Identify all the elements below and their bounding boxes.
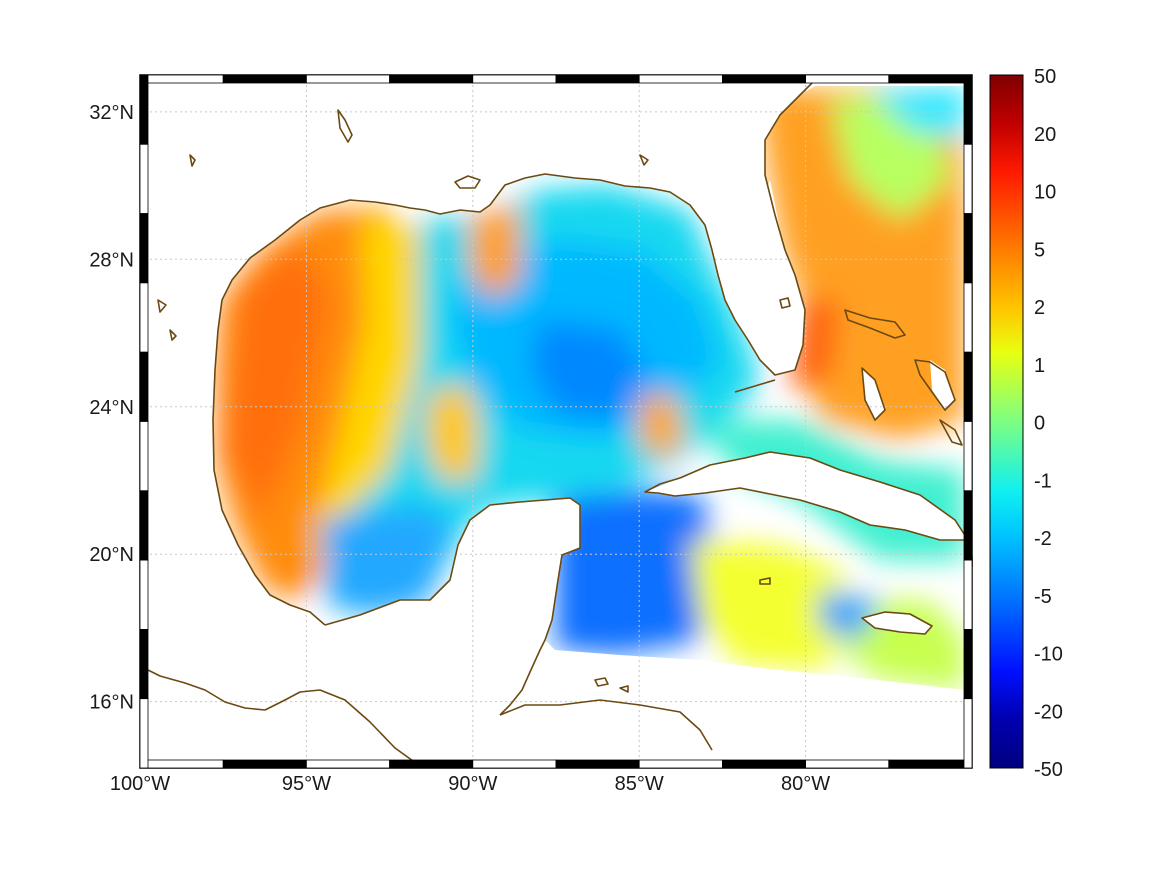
colorbar-tick-label: 0 bbox=[1034, 413, 1045, 435]
lat-tick-label: 28°N bbox=[89, 249, 134, 271]
frame-segment-bottom bbox=[638, 759, 723, 769]
frame-segment-top bbox=[805, 74, 890, 84]
map-frame-ticks bbox=[139, 74, 973, 769]
frame-segment-right bbox=[963, 351, 973, 422]
lon-tick-label: 85°W bbox=[615, 773, 664, 795]
ocean-field bbox=[140, 75, 972, 768]
colorbar-tick-label: 5 bbox=[1034, 239, 1045, 261]
frame-segment-left bbox=[139, 143, 149, 215]
map-plot-area bbox=[139, 74, 973, 769]
colorbar-ramp bbox=[989, 74, 1024, 769]
frame-segment-left bbox=[139, 698, 149, 769]
frame-segment-left bbox=[139, 213, 149, 284]
colorbar-tick-label: -50 bbox=[1034, 759, 1063, 781]
frame-segment-top bbox=[139, 74, 224, 84]
frame-segment-right bbox=[963, 698, 973, 769]
frame-segment-right bbox=[963, 490, 973, 561]
frame-segment-bottom bbox=[888, 759, 973, 769]
frame-segment-left bbox=[139, 490, 149, 561]
colorbar-tick-label: 10 bbox=[1034, 182, 1056, 204]
colorbar-tick-label: 2 bbox=[1034, 297, 1045, 319]
frame-segment-right bbox=[963, 213, 973, 284]
longitude-axis: 100°W 95°W 90°W 85°W 80°W bbox=[110, 773, 830, 795]
colorbar-tick-label: 1 bbox=[1034, 355, 1045, 377]
frame-segment-right bbox=[963, 282, 973, 353]
frame-segment-bottom bbox=[139, 759, 224, 769]
frame-segment-bottom bbox=[222, 759, 307, 769]
frame-segment-right bbox=[963, 559, 973, 630]
lon-tick-label: 80°W bbox=[781, 773, 830, 795]
colorbar-tick-label: 20 bbox=[1034, 124, 1056, 146]
map-grid bbox=[140, 75, 972, 768]
lat-tick-label: 20°N bbox=[89, 544, 134, 566]
colorbar-tick-label: 50 bbox=[1034, 66, 1056, 88]
lon-tick-label: 95°W bbox=[282, 773, 331, 795]
lat-tick-label: 24°N bbox=[89, 397, 134, 419]
frame-segment-left bbox=[139, 559, 149, 630]
colorbar-tick-label: -20 bbox=[1034, 701, 1063, 723]
lat-tick-label: 32°N bbox=[89, 102, 134, 124]
lon-tick-label: 100°W bbox=[110, 773, 170, 795]
latitude-axis: 32°N 28°N 24°N 20°N 16°N bbox=[89, 102, 134, 714]
frame-segment-bottom bbox=[555, 759, 640, 769]
colorbar-tick-label: -5 bbox=[1034, 586, 1052, 608]
frame-segment-bottom bbox=[305, 759, 390, 769]
frame-segment-left bbox=[139, 351, 149, 422]
frame-segment-top bbox=[222, 74, 307, 84]
frame-segment-right bbox=[963, 629, 973, 700]
frame-segment-bottom bbox=[722, 759, 807, 769]
colorbar-tick-label: -2 bbox=[1034, 528, 1052, 550]
frame-segment-right bbox=[963, 421, 973, 492]
frame-segment-top bbox=[722, 74, 807, 84]
frame-segment-left bbox=[139, 629, 149, 700]
frame-segment-right bbox=[963, 143, 973, 215]
lon-tick-label: 90°W bbox=[448, 773, 497, 795]
frame-segment-top bbox=[888, 74, 973, 84]
colorbar-tick-label: -10 bbox=[1034, 644, 1063, 666]
frame-segment-bottom bbox=[472, 759, 557, 769]
frame-segment-left bbox=[139, 421, 149, 492]
frame-segment-top bbox=[638, 74, 723, 84]
frame-segment-top bbox=[305, 74, 390, 84]
coastlines bbox=[139, 79, 973, 767]
frame-segment-top bbox=[472, 74, 557, 84]
frame-segment-top bbox=[555, 74, 640, 84]
frame-segment-left bbox=[139, 74, 149, 145]
frame-segment-bottom bbox=[805, 759, 890, 769]
frame-segment-top bbox=[389, 74, 474, 84]
frame-segment-left bbox=[139, 282, 149, 353]
colorbar-tick-label: -1 bbox=[1034, 470, 1052, 492]
frame-segment-bottom bbox=[389, 759, 474, 769]
frame-segment-right bbox=[963, 74, 973, 145]
lat-tick-label: 16°N bbox=[89, 692, 134, 714]
